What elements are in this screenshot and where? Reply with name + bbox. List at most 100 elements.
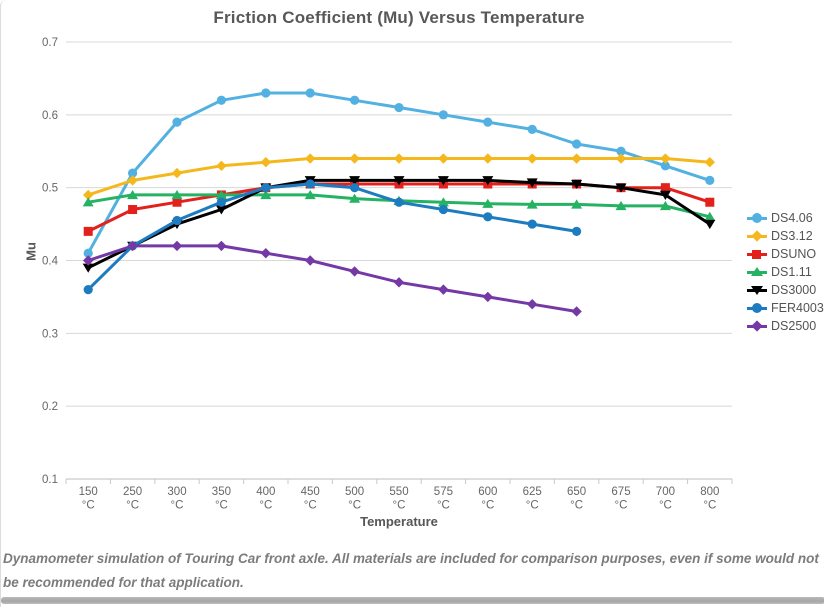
data-point [438, 153, 449, 164]
data-point [571, 179, 583, 190]
data-point [305, 153, 316, 164]
data-point [527, 124, 537, 134]
data-point [349, 266, 360, 277]
data-point [83, 226, 93, 236]
legend-label: DS1.11 [771, 265, 812, 279]
data-point [82, 263, 94, 273]
legend-label: FER4003 [771, 301, 824, 315]
data-point [704, 156, 715, 168]
data-point [482, 198, 494, 208]
data-point [215, 189, 227, 200]
data-point [304, 189, 316, 200]
circle-marker-icon [747, 302, 767, 314]
data-point [83, 285, 93, 295]
data-point [571, 306, 582, 317]
legend-item-ds3000[interactable]: DS3000 [747, 281, 824, 299]
data-point [216, 197, 226, 207]
legend-label: DS2500 [771, 319, 817, 333]
data-point [216, 95, 226, 105]
data-point [660, 183, 670, 193]
data-point [527, 299, 538, 310]
data-point [171, 240, 183, 252]
data-point [705, 175, 715, 185]
data-point [527, 219, 537, 229]
x-tick-label: 550 °C [389, 486, 408, 512]
x-tick-label: 675 °C [611, 486, 630, 512]
data-point [83, 255, 94, 266]
legend-label: DSUNO [771, 247, 817, 261]
data-point [482, 291, 493, 303]
data-point [127, 240, 138, 252]
data-point [215, 205, 227, 215]
data-point [216, 240, 227, 252]
legend-item-ds2500[interactable]: DS2500 [747, 317, 824, 335]
diamond-marker-icon [747, 230, 767, 242]
legend-item-ds3-12[interactable]: DS3.12 [747, 227, 824, 245]
y-axis-title: Mu [23, 242, 39, 261]
series-fer4003 [83, 179, 582, 295]
data-point [527, 153, 538, 164]
data-point [437, 197, 449, 207]
circle-marker-icon [747, 212, 767, 224]
data-point [659, 200, 671, 211]
data-point [305, 88, 315, 98]
data-point [260, 189, 272, 200]
x-tick-label: 625 °C [523, 486, 542, 512]
series-ds2500 [83, 240, 582, 317]
legend-item-ds4-06[interactable]: DS4.06 [747, 209, 824, 227]
data-point [615, 153, 627, 164]
diamond-marker-icon [747, 320, 767, 332]
data-point [172, 197, 182, 207]
data-point [615, 183, 627, 193]
data-point [437, 176, 449, 186]
data-point [483, 117, 493, 127]
data-point [127, 175, 138, 186]
legend-item-ds1-11[interactable]: DS1.11 [747, 263, 824, 281]
x-tick-label: 250 °C [123, 486, 142, 512]
data-point [350, 95, 360, 105]
data-point [526, 199, 538, 209]
data-point [704, 211, 716, 221]
data-point [305, 255, 316, 266]
data-point [349, 176, 361, 186]
data-point [438, 110, 448, 120]
data-point [261, 88, 271, 98]
y-tick-label: 0.1 [42, 474, 58, 486]
data-point [128, 205, 138, 215]
data-point [526, 178, 538, 188]
legend-item-dsuno[interactable]: DSUNO [747, 245, 824, 263]
x-tick-label: 700 °C [656, 486, 675, 512]
x-tick-label: 575 °C [434, 486, 453, 512]
data-point [659, 190, 671, 200]
data-point [171, 189, 183, 200]
data-point [393, 277, 405, 288]
chart-plot-area: 0.1 0.2 0.3 0.4 0.5 0.6 0.7 150 °C 250 °C 300 °C 350 °… [42, 37, 733, 512]
data-point [350, 183, 360, 193]
legend-label: DS3.12 [771, 229, 813, 243]
data-point [261, 183, 271, 193]
data-point [572, 139, 582, 149]
data-point [128, 168, 138, 178]
y-tick-label: 0.2 [42, 401, 58, 413]
data-point [660, 153, 671, 164]
series-ds4-06 [83, 88, 715, 258]
legend-item-fer4003[interactable]: FER4003 [747, 299, 824, 317]
data-point [171, 167, 183, 179]
series-ds3-12 [83, 153, 715, 201]
data-point [483, 212, 493, 222]
data-point [394, 197, 404, 207]
data-point [616, 146, 626, 156]
data-point [349, 153, 360, 164]
data-point [482, 153, 493, 164]
bottom-divider-bar [1, 597, 824, 604]
triangle-down-marker-icon [747, 284, 767, 296]
legend-label: DS4.06 [771, 211, 813, 225]
data-point [705, 197, 715, 207]
chart-legend: DS4.06 DS3.12 DSUNO DS1.11 DS3000 FER4003 DS25… [747, 209, 824, 335]
x-tick-label: 800 °C [700, 486, 719, 512]
data-point [260, 248, 271, 259]
chart-footnote: Dynamometer simulation of Touring Car fr… [3, 551, 819, 590]
y-tick-label: 0.6 [42, 110, 58, 122]
data-point [127, 189, 139, 200]
